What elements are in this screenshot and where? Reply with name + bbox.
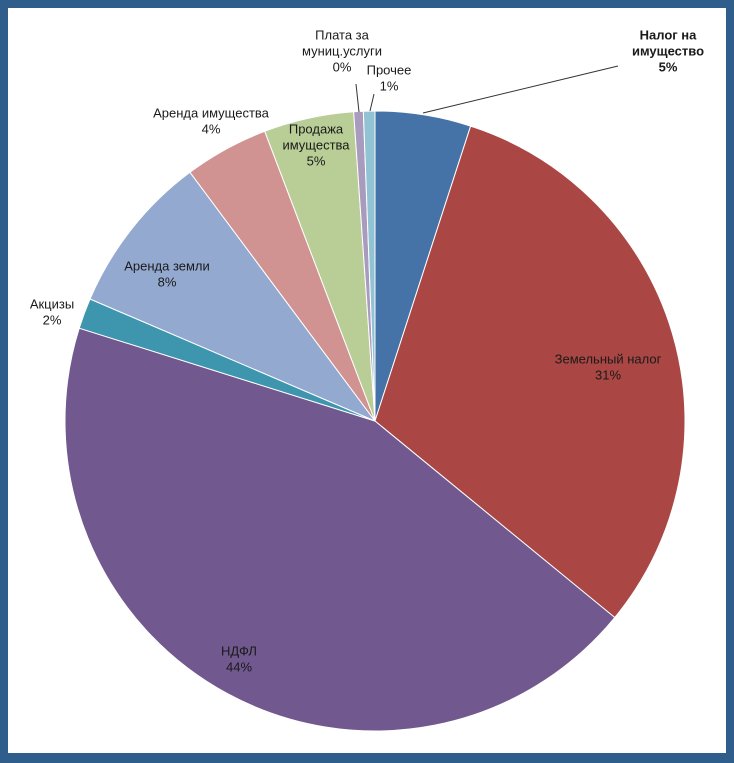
slice-percent-label-4: 2% (43, 312, 62, 327)
slice-label-1: Налог на (640, 27, 698, 42)
slice-percent-label-3: 44% (226, 659, 252, 674)
leader-line-8 (355, 83, 360, 113)
slice-percent-label-7: 5% (307, 153, 326, 168)
leader-line-9 (369, 93, 375, 112)
slice-label-7: имущества (282, 137, 350, 152)
slice-label-2: Земельный налог (555, 351, 662, 366)
slice-percent-label-2: 31% (595, 367, 621, 382)
slice-label-5: Аренда земли (124, 258, 210, 273)
slice-percent-label-5: 8% (158, 274, 177, 289)
slice-percent-label-6: 4% (202, 121, 221, 136)
slice-label-7: Продажа (289, 121, 344, 136)
leader-line-1 (422, 65, 619, 114)
slice-percent-label-9: 1% (380, 78, 399, 93)
slice-label-3: НДФЛ (221, 643, 257, 658)
slice-label-1: имущество (632, 43, 704, 58)
pie-slice-9 (362, 110, 376, 422)
pie-slice-5 (89, 171, 377, 423)
pie-slice-2 (374, 125, 686, 619)
slice-label-8: Плата за (315, 27, 369, 42)
slice-percent-label-1: 5% (659, 59, 678, 74)
slice-label-8: муниц.услуги (302, 43, 382, 58)
pie-slice-3 (64, 327, 616, 732)
slice-percent-label-8: 0% (333, 59, 352, 74)
slice-label-6: Аренда имущества (153, 105, 270, 120)
slice-label-4: Акцизы (30, 296, 74, 311)
slice-label-9: Прочее (367, 62, 412, 77)
